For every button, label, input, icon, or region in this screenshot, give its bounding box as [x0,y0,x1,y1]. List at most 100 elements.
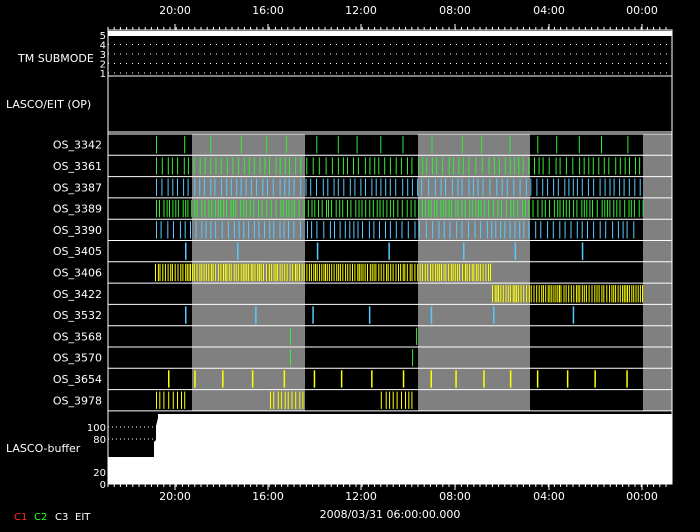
os-mark [185,263,187,282]
os-mark [243,157,245,175]
os-mark [482,263,484,282]
os-mark [191,263,193,282]
os-mark [594,370,596,388]
tm-submode-level-label: 3 [100,50,106,61]
os-mark [615,285,617,303]
os-mark [155,263,156,282]
os-mark [547,178,549,196]
os-mark [466,263,468,282]
os-mark [164,263,166,282]
os-mark [414,199,416,218]
os-mark [321,263,323,282]
os-mark [271,263,273,282]
os-mark [633,199,635,218]
os-mark [307,221,308,239]
x-tick-label-top: 00:00 [626,4,658,17]
x-tick-label-top: 20:00 [159,4,191,17]
os-mark [513,199,515,218]
row-label: OS_3361 [53,160,102,173]
x-tick-label-top: 08:00 [439,4,471,17]
os-mark [493,157,495,175]
os-mark [463,242,465,260]
os-mark [451,178,453,196]
os-mark [533,285,535,303]
os-mark [526,285,528,303]
os-mark [486,221,488,239]
os-mark [243,199,245,218]
os-mark [480,221,482,239]
os-mark [204,157,206,175]
os-mark [530,178,532,196]
os-mark [440,178,442,196]
os-mark [456,221,458,239]
os-mark [329,221,331,239]
os-mark [490,263,491,282]
os-mark [275,263,277,282]
os-mark [325,157,327,175]
os-mark [542,285,544,303]
os-mark [365,178,366,196]
os-mark [282,199,284,218]
os-mark [183,178,185,196]
os-mark [240,136,242,154]
os-mark [221,178,222,196]
os-mark [500,199,502,218]
os-mark [537,136,539,154]
os-mark [353,157,354,175]
os-mark [256,178,258,196]
os-mark [501,178,503,196]
os-mark [284,157,286,175]
os-mark [430,306,433,324]
os-mark [568,285,570,303]
os-mark [553,285,555,303]
os-mark [575,285,577,303]
os-mark [606,199,608,218]
os-mark [488,199,489,218]
os-mark [401,221,403,239]
os-mark [286,199,287,218]
os-mark [437,263,439,282]
x-tick-label-bottom: 16:00 [252,490,284,503]
os-mark [306,157,308,175]
os-mark [232,157,234,175]
os-mark [167,157,169,175]
os-mark [572,157,574,175]
os-mark [639,178,641,196]
os-mark [375,178,377,196]
os-mark [402,136,404,154]
os-mark [514,285,516,303]
os-mark [628,199,630,218]
os-mark [224,263,226,282]
os-mark [385,178,387,196]
os-mark [514,242,517,260]
os-mark [342,199,344,218]
os-mark [522,199,524,218]
os-mark [559,285,560,303]
row-label: OS_3406 [53,266,102,279]
os-mark [239,199,241,218]
os-mark [430,263,432,282]
x-tick-label-bottom: 00:00 [626,490,658,503]
os-mark [528,157,530,175]
os-mark [323,221,325,239]
os-mark [411,157,413,175]
os-mark [163,199,165,218]
os-mark [598,157,600,175]
os-mark [156,199,157,218]
os-mark [230,263,232,282]
os-mark [294,199,296,218]
os-mark [184,136,186,154]
os-mark [242,263,244,282]
row-label: OS_3532 [53,309,102,322]
os-mark [565,157,567,175]
os-mark [318,199,319,218]
os-mark [594,285,596,303]
os-mark [203,263,205,282]
os-mark [315,263,316,282]
os-mark [576,221,578,239]
os-mark [354,178,356,196]
os-mark [300,157,302,175]
os-mark [517,199,519,218]
os-mark [402,263,404,282]
buffer-label: LASCO-buffer [6,442,81,455]
